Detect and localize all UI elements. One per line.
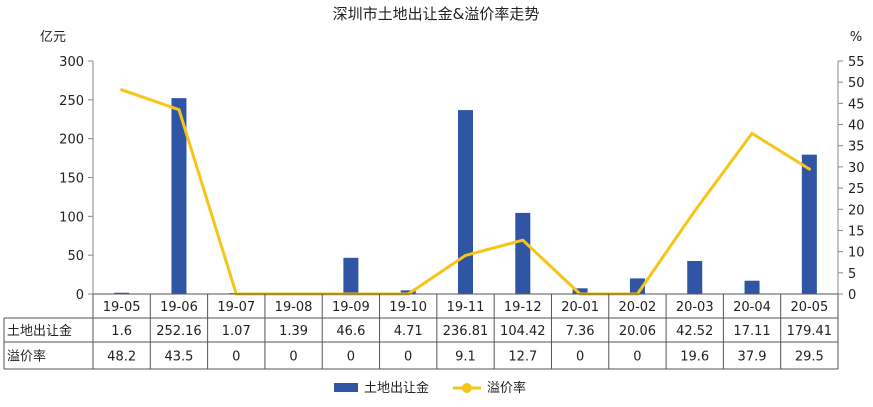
line-point-19-06 [177,108,181,112]
y-right-tick-label: 50 [848,76,865,91]
data-label: 12.7 [508,350,537,365]
data-label: 43.5 [164,350,193,365]
x-tick-label: 20-02 [619,300,657,315]
y-left-unit-label: 亿元 [40,30,66,45]
y-right-tick-label: 0 [848,288,856,303]
y-right-unit-label: % [850,30,862,45]
data-label: 20.06 [619,324,656,339]
data-label: 252.16 [156,324,202,339]
x-tick-label: 20-05 [790,300,828,315]
line-point-20-03 [693,209,697,213]
legend-label: 土地出让金 [364,380,429,396]
data-label: 0 [633,350,641,365]
data-label: 9.1 [455,350,476,365]
x-tick-label: 19-05 [103,300,141,315]
data-label: 1.39 [279,324,308,339]
legend-marker [462,383,472,393]
y-left-tick-label: 100 [59,210,84,225]
y-left-tick-label: 250 [59,94,84,109]
data-label: 104.42 [500,324,546,339]
y-left-tick-label: 300 [59,55,84,70]
y-right-tick-label: 35 [848,140,865,155]
x-tick-label: 20-03 [676,300,714,315]
x-tick-label: 19-06 [160,300,198,315]
legend: 土地出让金 溢价率 [334,380,526,396]
y-right-tick-label: 5 [848,267,856,282]
data-label: 0 [232,350,240,365]
bar-series [114,98,817,294]
data-label: 46.6 [336,324,365,339]
data-label: 0 [404,350,412,365]
y-right-tick-label: 20 [848,203,865,218]
x-tick-label: 19-07 [217,300,255,315]
bar-19-11 [458,110,473,294]
y-right-tick-label: 10 [848,246,865,261]
y-right-tick-label: 15 [848,224,865,239]
y-left-tick-label: 50 [67,249,84,264]
bar-20-01 [572,288,588,294]
data-label: 19.6 [680,350,709,365]
line-point-19-11 [464,253,467,257]
bar-19-10 [400,290,416,294]
bar-19-12 [515,212,531,294]
legend-swatch-bar [334,383,358,392]
data-label: 0 [347,350,355,365]
line-point-19-05 [120,88,124,92]
x-tick-label: 20-01 [561,300,599,315]
y-right-tick-label: 25 [848,182,865,197]
bar-20-05 [801,154,817,294]
x-tick-label: 20-04 [733,300,771,315]
data-label: 0 [576,350,584,365]
data-label: 4.71 [394,324,423,339]
data-label: 48.2 [107,350,136,365]
bar-20-04 [744,280,760,294]
line-point-20-04 [750,131,754,135]
data-label: 0 [289,350,297,365]
bar-19-09 [343,257,359,294]
y-left-tick-label: 150 [59,172,84,187]
data-label: 179.41 [787,324,833,339]
y-right-tick-label: 55 [848,55,865,70]
data-label: 37.9 [738,350,767,365]
line-point-19-12 [521,238,525,242]
y-right-tick-label: 30 [848,161,865,176]
bar-19-06 [171,98,187,294]
table-row-header: 土地出让金 [7,323,72,339]
bar-20-03 [687,260,703,294]
data-label: 1.6 [111,324,132,339]
table-row-header: 溢价率 [7,349,46,365]
data-label: 1.07 [222,324,251,339]
axes: 0 50 100 150 200 250 300 0 5 10 15 20 25 30 35 40 45 50 55 [59,55,864,303]
chart-title: 深圳市土地出让金&溢价率走势 [333,5,540,23]
legend-label: 溢价率 [487,380,526,396]
data-label: 236.81 [443,324,489,339]
x-tick-label: 19-08 [275,300,313,315]
y-left-tick-label: 200 [59,133,84,148]
x-tick-label: 19-10 [389,300,427,315]
y-right-tick-label: 40 [848,119,865,134]
x-tick-label: 19-11 [447,300,485,315]
data-label: 17.11 [733,324,770,339]
x-tick-label: 19-12 [504,300,542,315]
line-point-20-05 [807,167,811,171]
data-label: 29.5 [795,350,824,365]
data-label: 42.52 [676,324,713,339]
data-label: 7.36 [566,324,595,339]
y-right-tick-label: 45 [848,97,865,112]
bar-19-05 [114,292,130,294]
data-table: 19-05 19-06 19-07 19-08 19-09 19-10 19-11 19-12… [3,293,839,370]
x-tick-label: 19-09 [332,300,370,315]
y-left-tick-label: 0 [76,288,84,303]
